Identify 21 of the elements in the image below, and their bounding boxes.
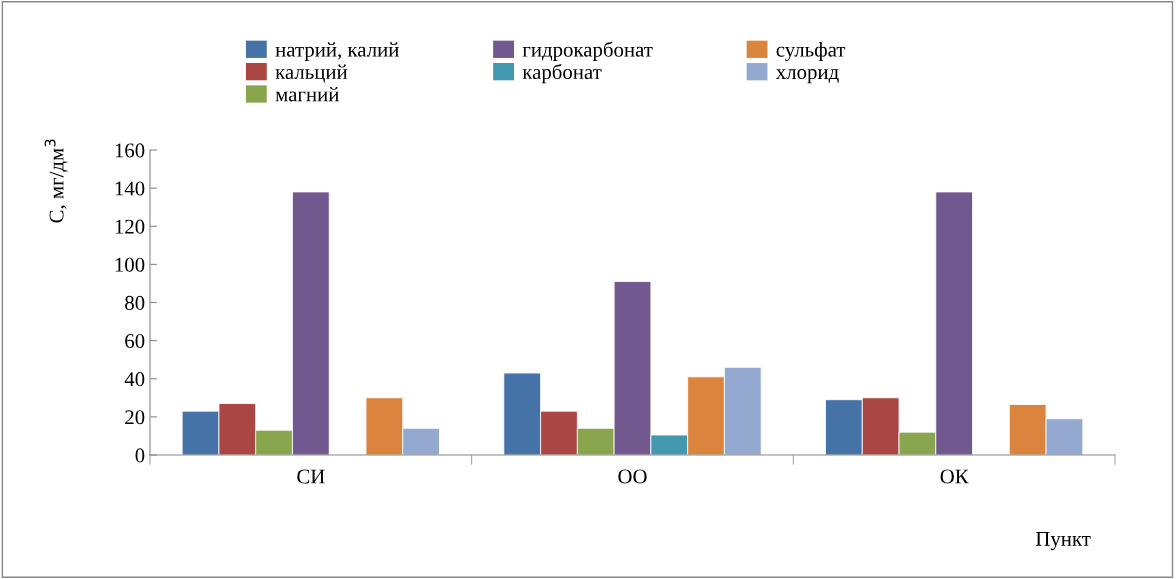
y-tick-label: 120 [115,219,145,234]
legend-label: сульфат [776,42,846,61]
x-tick-label: ОО [618,469,647,484]
y-axis-title: C, мг/дм$^{3}$ [44,139,68,223]
y-tick-label: 140 [115,181,145,196]
legend-label: гидрокарбонат [522,41,653,61]
legend-label: хлорид [775,69,839,84]
y-tick-label: 60 [125,334,145,349]
y-tick-label: 40 [124,372,145,387]
x-axis-title: Пункт [1035,532,1091,551]
legend-label: натрий, калий [275,42,399,61]
x-tick-label: СИ [297,469,325,484]
x-tick-label: ОК [940,469,969,484]
legend-label: карбонат [522,63,602,84]
y-tick-label: 80 [125,295,145,310]
legend-label: кальций [275,64,348,83]
y-tick-label: 160 [115,143,145,158]
legend-label: магний [275,86,339,102]
y-tick-label: 20 [125,410,145,425]
y-tick-label: 100 [115,257,145,272]
y-tick-label: 0 [135,448,145,463]
